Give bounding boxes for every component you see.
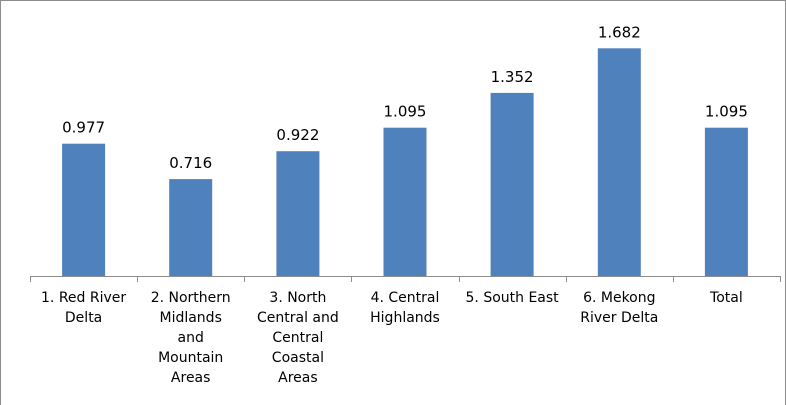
category-label: 6. Mekong River Delta bbox=[580, 290, 659, 326]
data-label: 0.977 bbox=[62, 119, 105, 137]
category-label: 2. Northern Midlands and Mountain Areas bbox=[150, 290, 231, 386]
data-label: 0.922 bbox=[276, 126, 319, 144]
bar bbox=[704, 127, 748, 276]
bar bbox=[383, 127, 427, 276]
data-label: 1.682 bbox=[598, 23, 641, 41]
category-label: Total bbox=[710, 290, 743, 306]
data-label: 1.095 bbox=[705, 103, 748, 121]
bar bbox=[597, 48, 641, 276]
bar bbox=[62, 143, 106, 276]
data-label: 1.095 bbox=[384, 103, 427, 121]
category-label: 5. South East bbox=[465, 290, 559, 306]
category-label: 1. Red River Delta bbox=[41, 290, 127, 326]
bar bbox=[169, 179, 213, 276]
category-label: 4. Central Highlands bbox=[370, 290, 440, 326]
data-label: 1.352 bbox=[491, 68, 534, 86]
data-label: 0.716 bbox=[169, 154, 212, 172]
bar bbox=[490, 92, 534, 277]
category-label: 3. North Central and Central Coastal Are… bbox=[257, 290, 339, 386]
bar bbox=[276, 151, 320, 276]
